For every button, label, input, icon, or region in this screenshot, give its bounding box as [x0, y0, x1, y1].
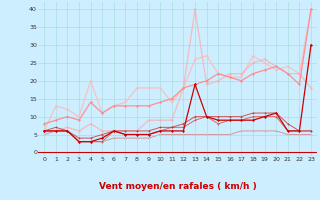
X-axis label: Vent moyen/en rafales ( km/h ): Vent moyen/en rafales ( km/h ) — [99, 182, 256, 191]
